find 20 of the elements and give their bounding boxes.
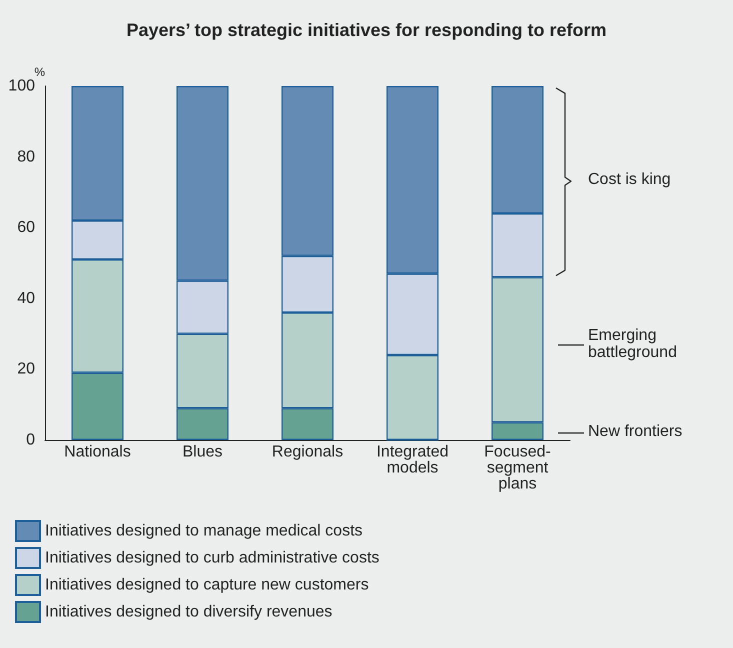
x-tick-label: Regionals [272,444,344,460]
text: New frontiers [588,423,682,440]
y-axis-title: % [34,65,46,80]
y-tick-label: 0 [26,432,36,448]
legend-label: Initiatives designed to curb administrative costs [45,550,380,566]
x-tick-label: Integrated models [376,444,449,476]
legend-label: Initiatives designed to manage medical costs [45,522,363,540]
text: Emerging battleground [588,327,677,361]
x-tick-label: Focused- segment plans [484,444,551,492]
x-tick-label: Blues [182,444,223,460]
legend-label: Initiatives designed to capture new customers [45,576,369,594]
legend-label: Initiatives designed to diversify revenues [45,604,332,620]
chart-title: Payers’ top strategic initiatives for responding to reform [126,20,607,40]
y-tick-label: 20 [17,360,36,378]
x-tick-label: Nationals [64,444,131,460]
y-tick-label: 100 [8,78,36,94]
y-tick-label: 80 [17,148,36,166]
y-tick-label: 60 [17,219,36,236]
y-tick-label: 40 [17,290,36,307]
text: Cost is king [588,171,671,188]
